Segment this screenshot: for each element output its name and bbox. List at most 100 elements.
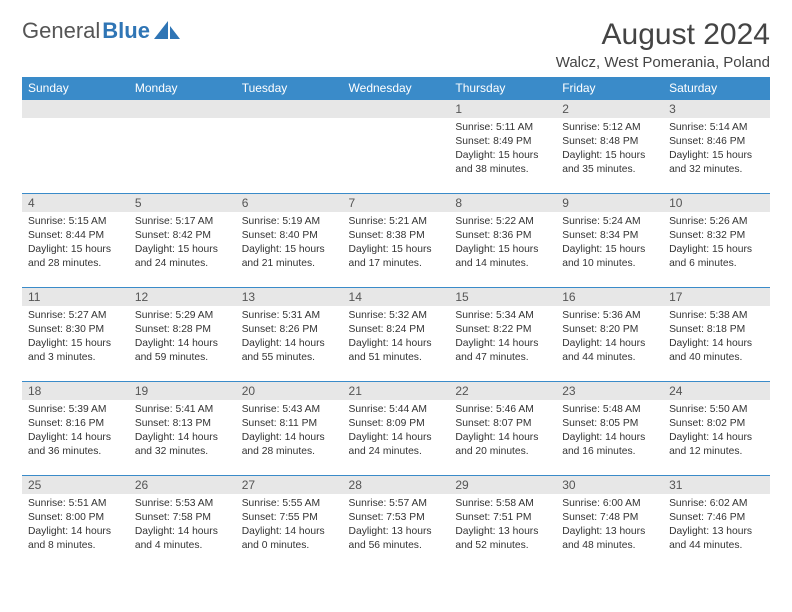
day-number — [236, 100, 343, 118]
sunset-line: Sunset: 8:44 PM — [28, 229, 123, 243]
daylight-line: Daylight: 13 hours and 48 minutes. — [562, 525, 657, 553]
calendar-cell: 21Sunrise: 5:44 AMSunset: 8:09 PMDayligh… — [343, 382, 450, 476]
month-title: August 2024 — [556, 18, 770, 52]
calendar-cell — [22, 100, 129, 194]
day-details: Sunrise: 5:15 AMSunset: 8:44 PMDaylight:… — [22, 212, 129, 273]
day-details: Sunrise: 5:53 AMSunset: 7:58 PMDaylight:… — [129, 494, 236, 555]
day-details: Sunrise: 5:21 AMSunset: 8:38 PMDaylight:… — [343, 212, 450, 273]
daylight-line: Daylight: 13 hours and 44 minutes. — [669, 525, 764, 553]
sunrise-line: Sunrise: 6:02 AM — [669, 497, 764, 511]
calendar-cell: 26Sunrise: 5:53 AMSunset: 7:58 PMDayligh… — [129, 476, 236, 570]
daylight-line: Daylight: 14 hours and 40 minutes. — [669, 337, 764, 365]
sunset-line: Sunset: 8:05 PM — [562, 417, 657, 431]
calendar-row: 4Sunrise: 5:15 AMSunset: 8:44 PMDaylight… — [22, 194, 770, 288]
sunset-line: Sunset: 8:11 PM — [242, 417, 337, 431]
sunset-line: Sunset: 8:34 PM — [562, 229, 657, 243]
calendar-row: 25Sunrise: 5:51 AMSunset: 8:00 PMDayligh… — [22, 476, 770, 570]
sunset-line: Sunset: 8:20 PM — [562, 323, 657, 337]
daylight-line: Daylight: 15 hours and 21 minutes. — [242, 243, 337, 271]
sunrise-line: Sunrise: 5:46 AM — [455, 403, 550, 417]
sunrise-line: Sunrise: 5:26 AM — [669, 215, 764, 229]
day-number: 19 — [129, 382, 236, 400]
day-number: 28 — [343, 476, 450, 494]
day-details: Sunrise: 5:48 AMSunset: 8:05 PMDaylight:… — [556, 400, 663, 461]
day-number: 17 — [663, 288, 770, 306]
day-details: Sunrise: 5:22 AMSunset: 8:36 PMDaylight:… — [449, 212, 556, 273]
sunrise-line: Sunrise: 5:38 AM — [669, 309, 764, 323]
calendar-cell: 29Sunrise: 5:58 AMSunset: 7:51 PMDayligh… — [449, 476, 556, 570]
sunrise-line: Sunrise: 5:12 AM — [562, 121, 657, 135]
daylight-line: Daylight: 14 hours and 16 minutes. — [562, 431, 657, 459]
calendar-cell: 2Sunrise: 5:12 AMSunset: 8:48 PMDaylight… — [556, 100, 663, 194]
day-number: 16 — [556, 288, 663, 306]
day-header: Friday — [556, 77, 663, 100]
day-details: Sunrise: 5:11 AMSunset: 8:49 PMDaylight:… — [449, 118, 556, 179]
day-number: 20 — [236, 382, 343, 400]
sunrise-line: Sunrise: 5:11 AM — [455, 121, 550, 135]
day-number: 30 — [556, 476, 663, 494]
day-details: Sunrise: 5:41 AMSunset: 8:13 PMDaylight:… — [129, 400, 236, 461]
day-number: 25 — [22, 476, 129, 494]
logo-text-general: General — [22, 18, 100, 44]
calendar-cell: 4Sunrise: 5:15 AMSunset: 8:44 PMDaylight… — [22, 194, 129, 288]
calendar-cell: 19Sunrise: 5:41 AMSunset: 8:13 PMDayligh… — [129, 382, 236, 476]
sunset-line: Sunset: 8:32 PM — [669, 229, 764, 243]
daylight-line: Daylight: 15 hours and 14 minutes. — [455, 243, 550, 271]
daylight-line: Daylight: 14 hours and 44 minutes. — [562, 337, 657, 365]
calendar-cell — [129, 100, 236, 194]
daylight-line: Daylight: 14 hours and 36 minutes. — [28, 431, 123, 459]
logo: GeneralBlue — [22, 18, 180, 44]
calendar-cell: 27Sunrise: 5:55 AMSunset: 7:55 PMDayligh… — [236, 476, 343, 570]
daylight-line: Daylight: 15 hours and 35 minutes. — [562, 149, 657, 177]
sunrise-line: Sunrise: 6:00 AM — [562, 497, 657, 511]
sunrise-line: Sunrise: 5:53 AM — [135, 497, 230, 511]
day-header: Saturday — [663, 77, 770, 100]
sunrise-line: Sunrise: 5:32 AM — [349, 309, 444, 323]
calendar-cell — [343, 100, 450, 194]
calendar-cell — [236, 100, 343, 194]
sunset-line: Sunset: 8:49 PM — [455, 135, 550, 149]
day-details: Sunrise: 5:17 AMSunset: 8:42 PMDaylight:… — [129, 212, 236, 273]
sunrise-line: Sunrise: 5:22 AM — [455, 215, 550, 229]
day-header: Sunday — [22, 77, 129, 100]
day-number — [22, 100, 129, 118]
calendar-row: 11Sunrise: 5:27 AMSunset: 8:30 PMDayligh… — [22, 288, 770, 382]
calendar-cell: 8Sunrise: 5:22 AMSunset: 8:36 PMDaylight… — [449, 194, 556, 288]
calendar-cell: 25Sunrise: 5:51 AMSunset: 8:00 PMDayligh… — [22, 476, 129, 570]
sunset-line: Sunset: 8:38 PM — [349, 229, 444, 243]
daylight-line: Daylight: 15 hours and 32 minutes. — [669, 149, 764, 177]
daylight-line: Daylight: 15 hours and 24 minutes. — [135, 243, 230, 271]
day-number — [343, 100, 450, 118]
sunset-line: Sunset: 8:22 PM — [455, 323, 550, 337]
sunset-line: Sunset: 8:46 PM — [669, 135, 764, 149]
sunrise-line: Sunrise: 5:43 AM — [242, 403, 337, 417]
day-details: Sunrise: 5:57 AMSunset: 7:53 PMDaylight:… — [343, 494, 450, 555]
calendar-cell: 20Sunrise: 5:43 AMSunset: 8:11 PMDayligh… — [236, 382, 343, 476]
sunset-line: Sunset: 8:48 PM — [562, 135, 657, 149]
sunrise-line: Sunrise: 5:15 AM — [28, 215, 123, 229]
day-number: 3 — [663, 100, 770, 118]
day-number: 7 — [343, 194, 450, 212]
day-details: Sunrise: 5:38 AMSunset: 8:18 PMDaylight:… — [663, 306, 770, 367]
day-details: Sunrise: 5:19 AMSunset: 8:40 PMDaylight:… — [236, 212, 343, 273]
sunset-line: Sunset: 8:36 PM — [455, 229, 550, 243]
day-number: 11 — [22, 288, 129, 306]
calendar-cell: 6Sunrise: 5:19 AMSunset: 8:40 PMDaylight… — [236, 194, 343, 288]
calendar-row: 1Sunrise: 5:11 AMSunset: 8:49 PMDaylight… — [22, 100, 770, 194]
day-details: Sunrise: 5:55 AMSunset: 7:55 PMDaylight:… — [236, 494, 343, 555]
calendar-cell: 15Sunrise: 5:34 AMSunset: 8:22 PMDayligh… — [449, 288, 556, 382]
day-details: Sunrise: 5:12 AMSunset: 8:48 PMDaylight:… — [556, 118, 663, 179]
day-number: 8 — [449, 194, 556, 212]
day-number: 18 — [22, 382, 129, 400]
daylight-line: Daylight: 15 hours and 17 minutes. — [349, 243, 444, 271]
sunrise-line: Sunrise: 5:24 AM — [562, 215, 657, 229]
sunset-line: Sunset: 7:58 PM — [135, 511, 230, 525]
daylight-line: Daylight: 14 hours and 8 minutes. — [28, 525, 123, 553]
sunset-line: Sunset: 8:40 PM — [242, 229, 337, 243]
daylight-line: Daylight: 15 hours and 3 minutes. — [28, 337, 123, 365]
daylight-line: Daylight: 14 hours and 55 minutes. — [242, 337, 337, 365]
sunrise-line: Sunrise: 5:48 AM — [562, 403, 657, 417]
logo-sail-icon — [154, 21, 180, 41]
daylight-line: Daylight: 14 hours and 0 minutes. — [242, 525, 337, 553]
calendar-cell: 28Sunrise: 5:57 AMSunset: 7:53 PMDayligh… — [343, 476, 450, 570]
